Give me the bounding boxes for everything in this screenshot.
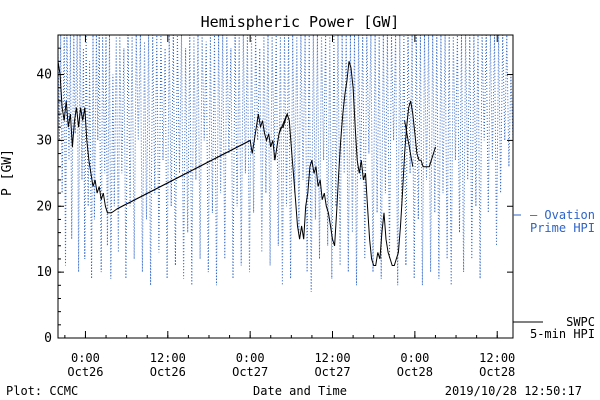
y-axis-label: P [GW] — [0, 149, 15, 196]
series-line-1 — [58, 61, 436, 266]
chart-title: Hemispheric Power [GW] — [200, 13, 400, 31]
legend-swpc-label: 5-min HPI — [530, 327, 595, 341]
x-tick-label-date: Oct28 — [479, 365, 515, 379]
x-tick-label-time: 0:00 — [71, 351, 100, 365]
series-segment-1-2 — [404, 120, 414, 167]
axes-layer: 0102030400:00Oct2612:00Oct260:00Oct2712:… — [36, 35, 515, 379]
series-segment-1-0 — [116, 139, 251, 210]
x-tick-label-date: Oct28 — [397, 365, 433, 379]
x-tick-label-time: 12:00 — [314, 351, 350, 365]
x-tick-label-time: 12:00 — [150, 351, 186, 365]
x-axis-label: Date and Time — [253, 384, 347, 398]
series-line-0 — [58, 35, 513, 292]
x-tick-label-date: Oct26 — [67, 365, 103, 379]
x-tick-label-time: 0:00 — [400, 351, 429, 365]
legend-swpc-label: SWPC — [566, 315, 595, 329]
x-tick-label-time: 12:00 — [479, 351, 515, 365]
plot-frame — [57, 34, 514, 339]
y-tick-label: 20 — [36, 199, 52, 214]
y-tick-label: 40 — [36, 68, 52, 83]
plot-credit: Plot: CCMC — [6, 384, 79, 398]
legend-ovation-label: Prime HPI — [530, 221, 595, 235]
y-tick-label: 30 — [36, 133, 52, 148]
series-layer — [58, 35, 513, 292]
x-tick-label-date: Oct27 — [314, 365, 350, 379]
series-segment-1-1 — [278, 113, 288, 134]
x-tick-label-date: Oct27 — [232, 365, 268, 379]
x-tick-label-date: Oct26 — [150, 365, 186, 379]
legend-ovation-label: — Ovation — [530, 208, 595, 222]
y-tick-label: 0 — [44, 331, 52, 346]
plot-timestamp: 2019/10/28 12:50:17 — [444, 384, 582, 398]
x-tick-label-time: 0:00 — [236, 351, 265, 365]
y-tick-label: 10 — [36, 265, 52, 280]
